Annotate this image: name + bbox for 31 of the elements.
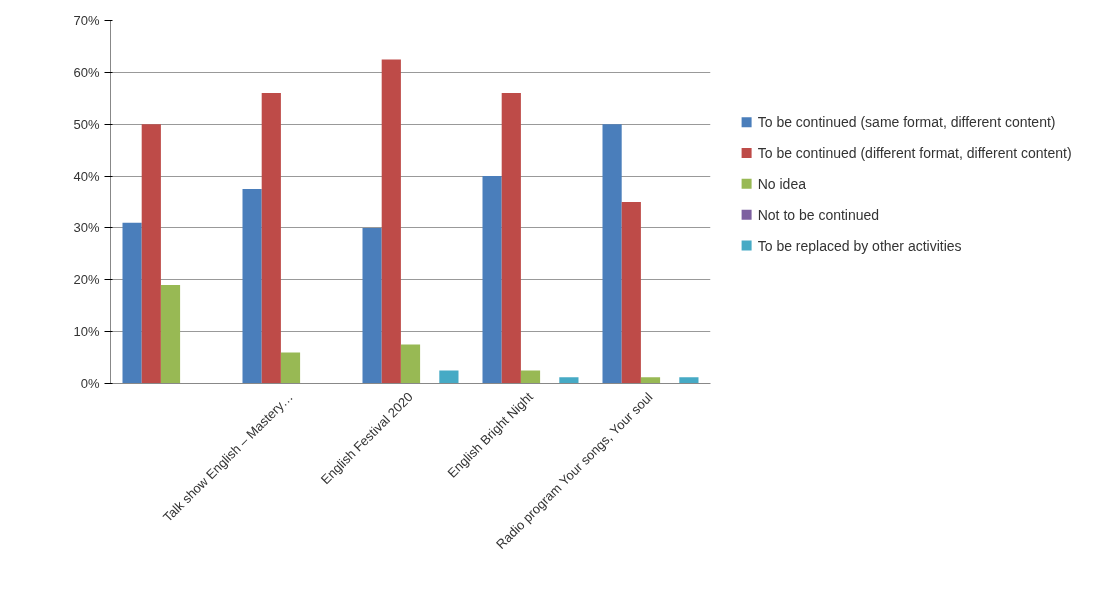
y-tick-label: 70% — [73, 13, 100, 28]
bar — [141, 124, 161, 384]
bar — [160, 284, 181, 384]
y-tick-label: 30% — [73, 220, 100, 236]
bar — [400, 344, 421, 384]
bar — [520, 370, 541, 384]
bar — [559, 377, 579, 384]
bar — [602, 124, 622, 384]
y-tick-label: 20% — [73, 272, 100, 288]
bar — [362, 227, 382, 384]
bar — [640, 377, 661, 384]
y-tick-label: 0% — [80, 376, 100, 391]
bar — [501, 93, 521, 384]
legend-label: To be continued (different format, different content) — [757, 144, 1072, 161]
bar — [381, 59, 401, 384]
bar — [280, 352, 301, 384]
legend-label: To be replaced by other activities — [757, 237, 962, 254]
y-tick-label: 50% — [73, 116, 100, 132]
legend-label: Not to be continued — [757, 206, 880, 223]
legend-label: No idea — [757, 175, 807, 192]
y-tick-label: 60% — [73, 64, 100, 80]
bar — [122, 222, 142, 384]
bar — [439, 370, 459, 384]
bar — [482, 176, 502, 384]
y-tick-label: 40% — [73, 168, 100, 184]
bar — [621, 202, 641, 384]
bar — [679, 377, 699, 384]
y-tick-label: 10% — [73, 324, 100, 340]
bar — [242, 189, 262, 384]
bar — [261, 93, 281, 384]
legend-label: To be continued (same format, different content) — [757, 114, 1056, 131]
